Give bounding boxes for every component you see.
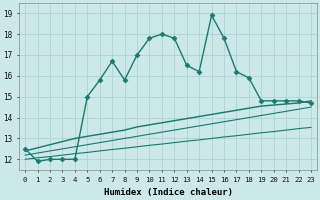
X-axis label: Humidex (Indice chaleur): Humidex (Indice chaleur) [104,188,233,197]
